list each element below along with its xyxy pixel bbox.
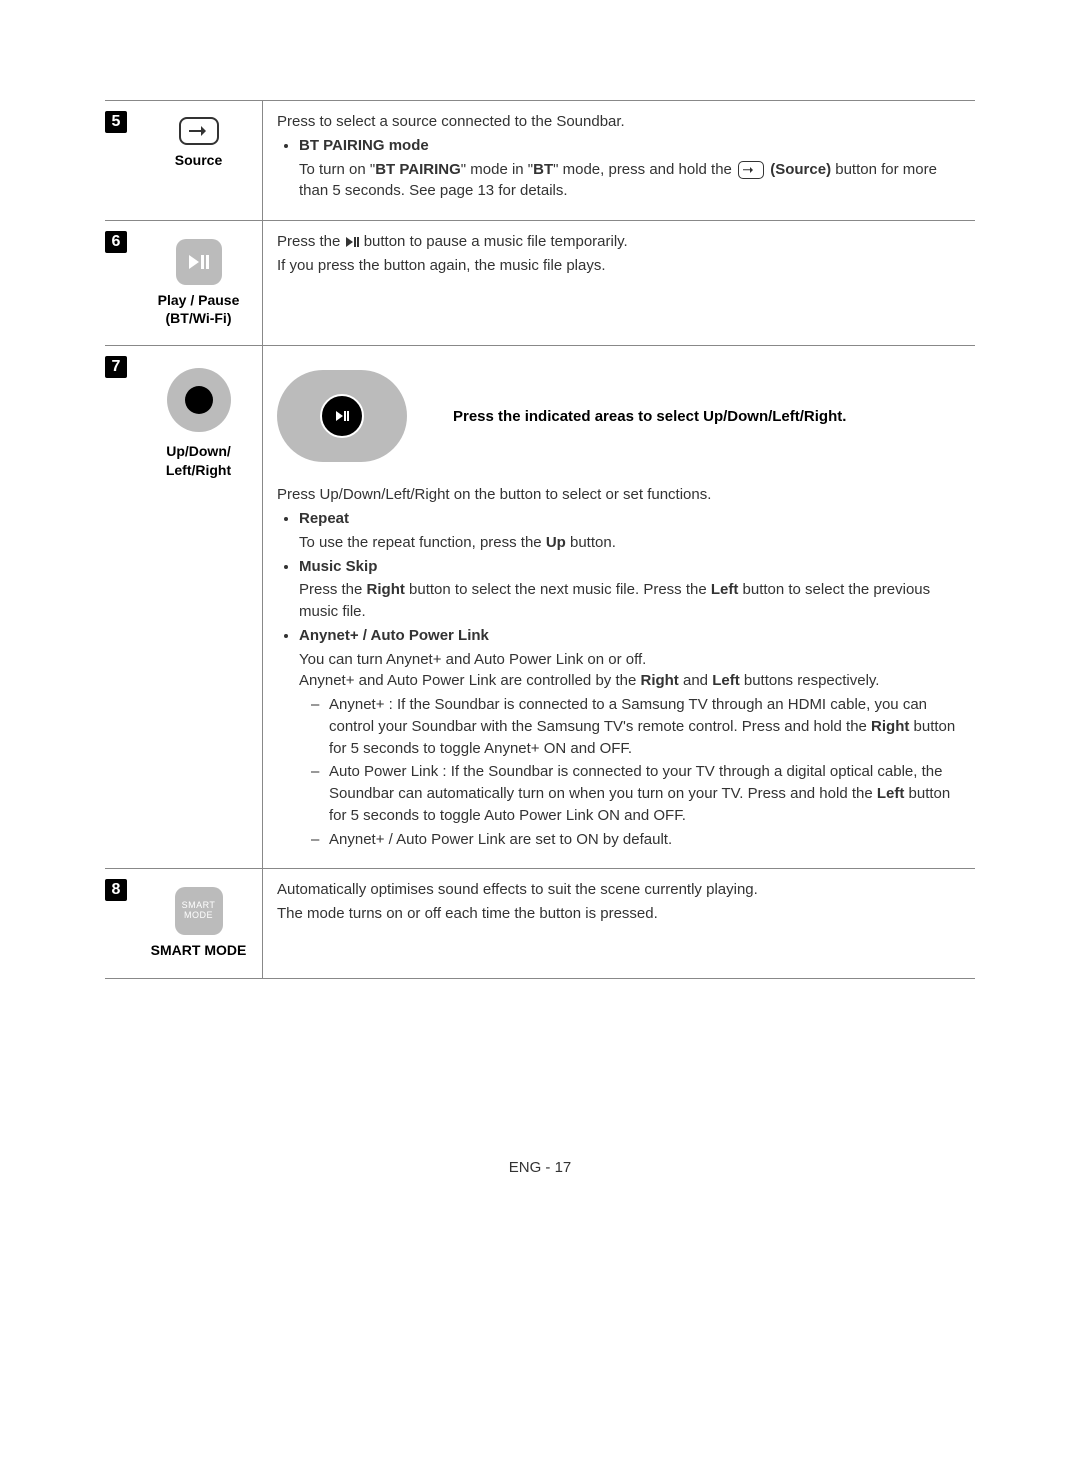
desc-text: Press Up/Down/Left/Right on the button t… bbox=[277, 484, 969, 506]
icon-label: Play / Pause (BT/Wi-Fi) bbox=[158, 291, 240, 327]
desc-text: If you press the button again, the music… bbox=[277, 255, 969, 277]
list-item: Repeat To use the repeat function, press… bbox=[299, 508, 969, 554]
row-number-badge: 8 bbox=[105, 879, 127, 901]
bullet-body: You can turn Anynet+ and Auto Power Link… bbox=[299, 649, 969, 851]
icon-cell: Play / Pause (BT/Wi-Fi) bbox=[143, 221, 263, 345]
desc-text: Press to select a source connected to th… bbox=[277, 111, 969, 133]
row-number-cell: 5 bbox=[105, 101, 143, 220]
bullet-title: Repeat bbox=[299, 510, 349, 527]
table-row: 7 Up/Down/ Left/Right Press the indicate… bbox=[105, 345, 975, 868]
controls-table: 5 Source Press to select a source connec… bbox=[105, 100, 975, 979]
row-number-badge: 7 bbox=[105, 356, 127, 378]
row-number-cell: 7 bbox=[105, 346, 143, 868]
icon-cell: Source bbox=[143, 101, 263, 220]
desc-text: The mode turns on or off each time the b… bbox=[277, 903, 969, 925]
play-pause-icon bbox=[176, 239, 222, 285]
remote-oval-icon bbox=[277, 370, 407, 462]
desc-text: Automatically optimises sound effects to… bbox=[277, 879, 969, 901]
icon-label: Up/Down/ Left/Right bbox=[166, 442, 231, 478]
desc-text: Press the button to pause a music file t… bbox=[277, 231, 969, 253]
icon-cell: Up/Down/ Left/Right bbox=[143, 346, 263, 868]
bullet-body: To use the repeat function, press the Up… bbox=[299, 532, 969, 554]
play-pause-inline-icon bbox=[346, 237, 359, 247]
dash-item: Auto Power Link : If the Soundbar is con… bbox=[311, 761, 969, 826]
smart-mode-icon: SMART MODE bbox=[175, 887, 223, 935]
icon-cell: SMART MODE SMART MODE bbox=[143, 869, 263, 977]
dpad-icon bbox=[167, 368, 231, 432]
bullet-title: Music Skip bbox=[299, 558, 377, 575]
icon-label: SMART MODE bbox=[151, 941, 247, 959]
table-row: 5 Source Press to select a source connec… bbox=[105, 100, 975, 220]
callout-figure: Press the indicated areas to select Up/D… bbox=[277, 370, 969, 462]
bullet-body: To turn on "BT PAIRING" mode in "BT" mod… bbox=[299, 159, 969, 203]
page-footer: ENG - 17 bbox=[105, 1159, 975, 1176]
dash-item: Anynet+ / Auto Power Link are set to ON … bbox=[311, 829, 969, 851]
description-cell: Press to select a source connected to th… bbox=[263, 101, 975, 220]
bullet-title: Anynet+ / Auto Power Link bbox=[299, 627, 489, 644]
dash-item: Anynet+ : If the Soundbar is connected t… bbox=[311, 694, 969, 759]
manual-page: 5 Source Press to select a source connec… bbox=[0, 0, 1080, 1236]
row-number-badge: 5 bbox=[105, 111, 127, 133]
table-row: 6 Play / Pause (BT/Wi-Fi) Press the butt… bbox=[105, 220, 975, 345]
list-item: BT PAIRING mode To turn on "BT PAIRING" … bbox=[299, 135, 969, 202]
source-icon bbox=[179, 117, 219, 145]
description-cell: Press the button to pause a music file t… bbox=[263, 221, 975, 345]
callout-text: Press the indicated areas to select Up/D… bbox=[453, 406, 846, 428]
bullet-title: BT PAIRING mode bbox=[299, 137, 429, 154]
source-inline-icon bbox=[738, 161, 764, 179]
row-number-cell: 8 bbox=[105, 869, 143, 977]
row-number-badge: 6 bbox=[105, 231, 127, 253]
bullet-list: Repeat To use the repeat function, press… bbox=[277, 508, 969, 850]
row-number-cell: 6 bbox=[105, 221, 143, 345]
bullet-list: BT PAIRING mode To turn on "BT PAIRING" … bbox=[277, 135, 969, 202]
list-item: Anynet+ / Auto Power Link You can turn A… bbox=[299, 625, 969, 851]
description-cell: Automatically optimises sound effects to… bbox=[263, 869, 975, 977]
icon-label: Source bbox=[175, 151, 222, 169]
description-cell: Press the indicated areas to select Up/D… bbox=[263, 346, 975, 868]
dash-list: Anynet+ : If the Soundbar is connected t… bbox=[299, 694, 969, 850]
bullet-body: Press the Right button to select the nex… bbox=[299, 579, 969, 623]
list-item: Music Skip Press the Right button to sel… bbox=[299, 556, 969, 623]
table-row: 8 SMART MODE SMART MODE Automatically op… bbox=[105, 868, 975, 978]
